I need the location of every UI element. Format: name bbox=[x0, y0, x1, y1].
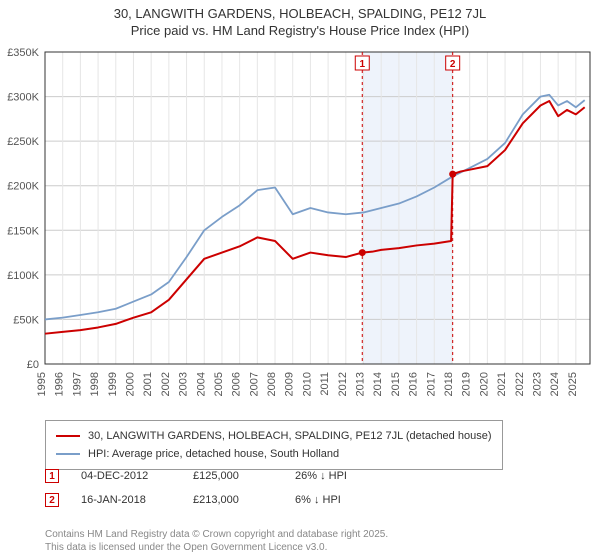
svg-text:2011: 2011 bbox=[319, 372, 331, 396]
event-delta-1: 26% ↓ HPI bbox=[295, 470, 385, 482]
svg-text:£200K: £200K bbox=[7, 181, 39, 193]
event-marker-2: 2 bbox=[45, 493, 59, 507]
event-marker-1: 1 bbox=[45, 469, 59, 483]
svg-text:£100K: £100K bbox=[7, 270, 39, 282]
svg-text:2000: 2000 bbox=[124, 372, 136, 396]
footer-line-1: Contains HM Land Registry data © Crown c… bbox=[45, 528, 388, 541]
svg-text:2022: 2022 bbox=[514, 372, 526, 396]
svg-text:1997: 1997 bbox=[71, 372, 83, 396]
title-line-1: 30, LANGWITH GARDENS, HOLBEACH, SPALDING… bbox=[0, 6, 600, 21]
title-block: 30, LANGWITH GARDENS, HOLBEACH, SPALDING… bbox=[0, 0, 600, 38]
svg-text:2: 2 bbox=[450, 59, 456, 70]
legend-box: 30, LANGWITH GARDENS, HOLBEACH, SPALDING… bbox=[45, 420, 503, 470]
svg-text:1995: 1995 bbox=[36, 372, 48, 396]
svg-text:2010: 2010 bbox=[301, 372, 313, 396]
svg-text:2018: 2018 bbox=[443, 372, 455, 396]
svg-text:2013: 2013 bbox=[355, 372, 367, 396]
svg-text:2002: 2002 bbox=[160, 372, 172, 396]
event-delta-2: 6% ↓ HPI bbox=[295, 494, 385, 506]
svg-text:2023: 2023 bbox=[531, 372, 543, 396]
svg-text:1999: 1999 bbox=[107, 372, 119, 396]
svg-text:2014: 2014 bbox=[372, 372, 384, 396]
event-row-1: 1 04-DEC-2012 £125,000 26% ↓ HPI bbox=[45, 466, 385, 486]
legend-row-2: HPI: Average price, detached house, Sout… bbox=[56, 445, 492, 463]
svg-text:2015: 2015 bbox=[390, 372, 402, 396]
chart-svg: £0 £50K £100K £150K £200K £250K £300K £350K 1995… bbox=[0, 44, 600, 414]
legend-row-1: 30, LANGWITH GARDENS, HOLBEACH, SPALDING… bbox=[56, 427, 492, 445]
svg-text:2005: 2005 bbox=[213, 372, 225, 396]
svg-text:2007: 2007 bbox=[248, 372, 260, 396]
svg-text:2006: 2006 bbox=[231, 372, 243, 396]
svg-text:2025: 2025 bbox=[567, 372, 579, 396]
title-line-2: Price paid vs. HM Land Registry's House … bbox=[0, 23, 600, 38]
svg-text:2012: 2012 bbox=[337, 372, 349, 396]
chart-container: 30, LANGWITH GARDENS, HOLBEACH, SPALDING… bbox=[0, 0, 600, 560]
svg-text:2016: 2016 bbox=[408, 372, 420, 396]
event-price-2: £213,000 bbox=[193, 494, 273, 506]
event-row-2: 2 16-JAN-2018 £213,000 6% ↓ HPI bbox=[45, 490, 385, 510]
svg-text:£250K: £250K bbox=[7, 136, 39, 148]
svg-text:2003: 2003 bbox=[178, 372, 190, 396]
legend-label-1: 30, LANGWITH GARDENS, HOLBEACH, SPALDING… bbox=[88, 430, 492, 442]
legend-swatch-red bbox=[56, 435, 80, 438]
svg-text:2008: 2008 bbox=[266, 372, 278, 396]
svg-text:£50K: £50K bbox=[13, 314, 39, 326]
event-date-2: 16-JAN-2018 bbox=[81, 494, 171, 506]
footer-line-2: This data is licensed under the Open Gov… bbox=[45, 541, 388, 554]
svg-text:1996: 1996 bbox=[54, 372, 66, 396]
svg-text:1998: 1998 bbox=[89, 372, 101, 396]
chart-area: £0 £50K £100K £150K £200K £250K £300K £350K 1995… bbox=[0, 44, 600, 414]
legend-swatch-blue bbox=[56, 453, 80, 455]
svg-text:2001: 2001 bbox=[142, 372, 154, 396]
svg-text:£0: £0 bbox=[27, 359, 39, 371]
svg-text:2009: 2009 bbox=[284, 372, 296, 396]
svg-text:2019: 2019 bbox=[461, 372, 473, 396]
svg-text:2021: 2021 bbox=[496, 372, 508, 396]
event-date-1: 04-DEC-2012 bbox=[81, 470, 171, 482]
legend-label-2: HPI: Average price, detached house, Sout… bbox=[88, 448, 339, 460]
svg-text:£150K: £150K bbox=[7, 225, 39, 237]
svg-text:£300K: £300K bbox=[7, 92, 39, 104]
svg-text:1: 1 bbox=[359, 59, 365, 70]
svg-text:£350K: £350K bbox=[7, 47, 39, 59]
svg-text:2024: 2024 bbox=[549, 372, 561, 396]
events-block: 1 04-DEC-2012 £125,000 26% ↓ HPI 2 16-JA… bbox=[45, 466, 385, 514]
event-price-1: £125,000 bbox=[193, 470, 273, 482]
svg-text:2004: 2004 bbox=[195, 372, 207, 396]
svg-text:2020: 2020 bbox=[478, 372, 490, 396]
footer-attribution: Contains HM Land Registry data © Crown c… bbox=[45, 528, 388, 554]
svg-text:2017: 2017 bbox=[425, 372, 437, 396]
